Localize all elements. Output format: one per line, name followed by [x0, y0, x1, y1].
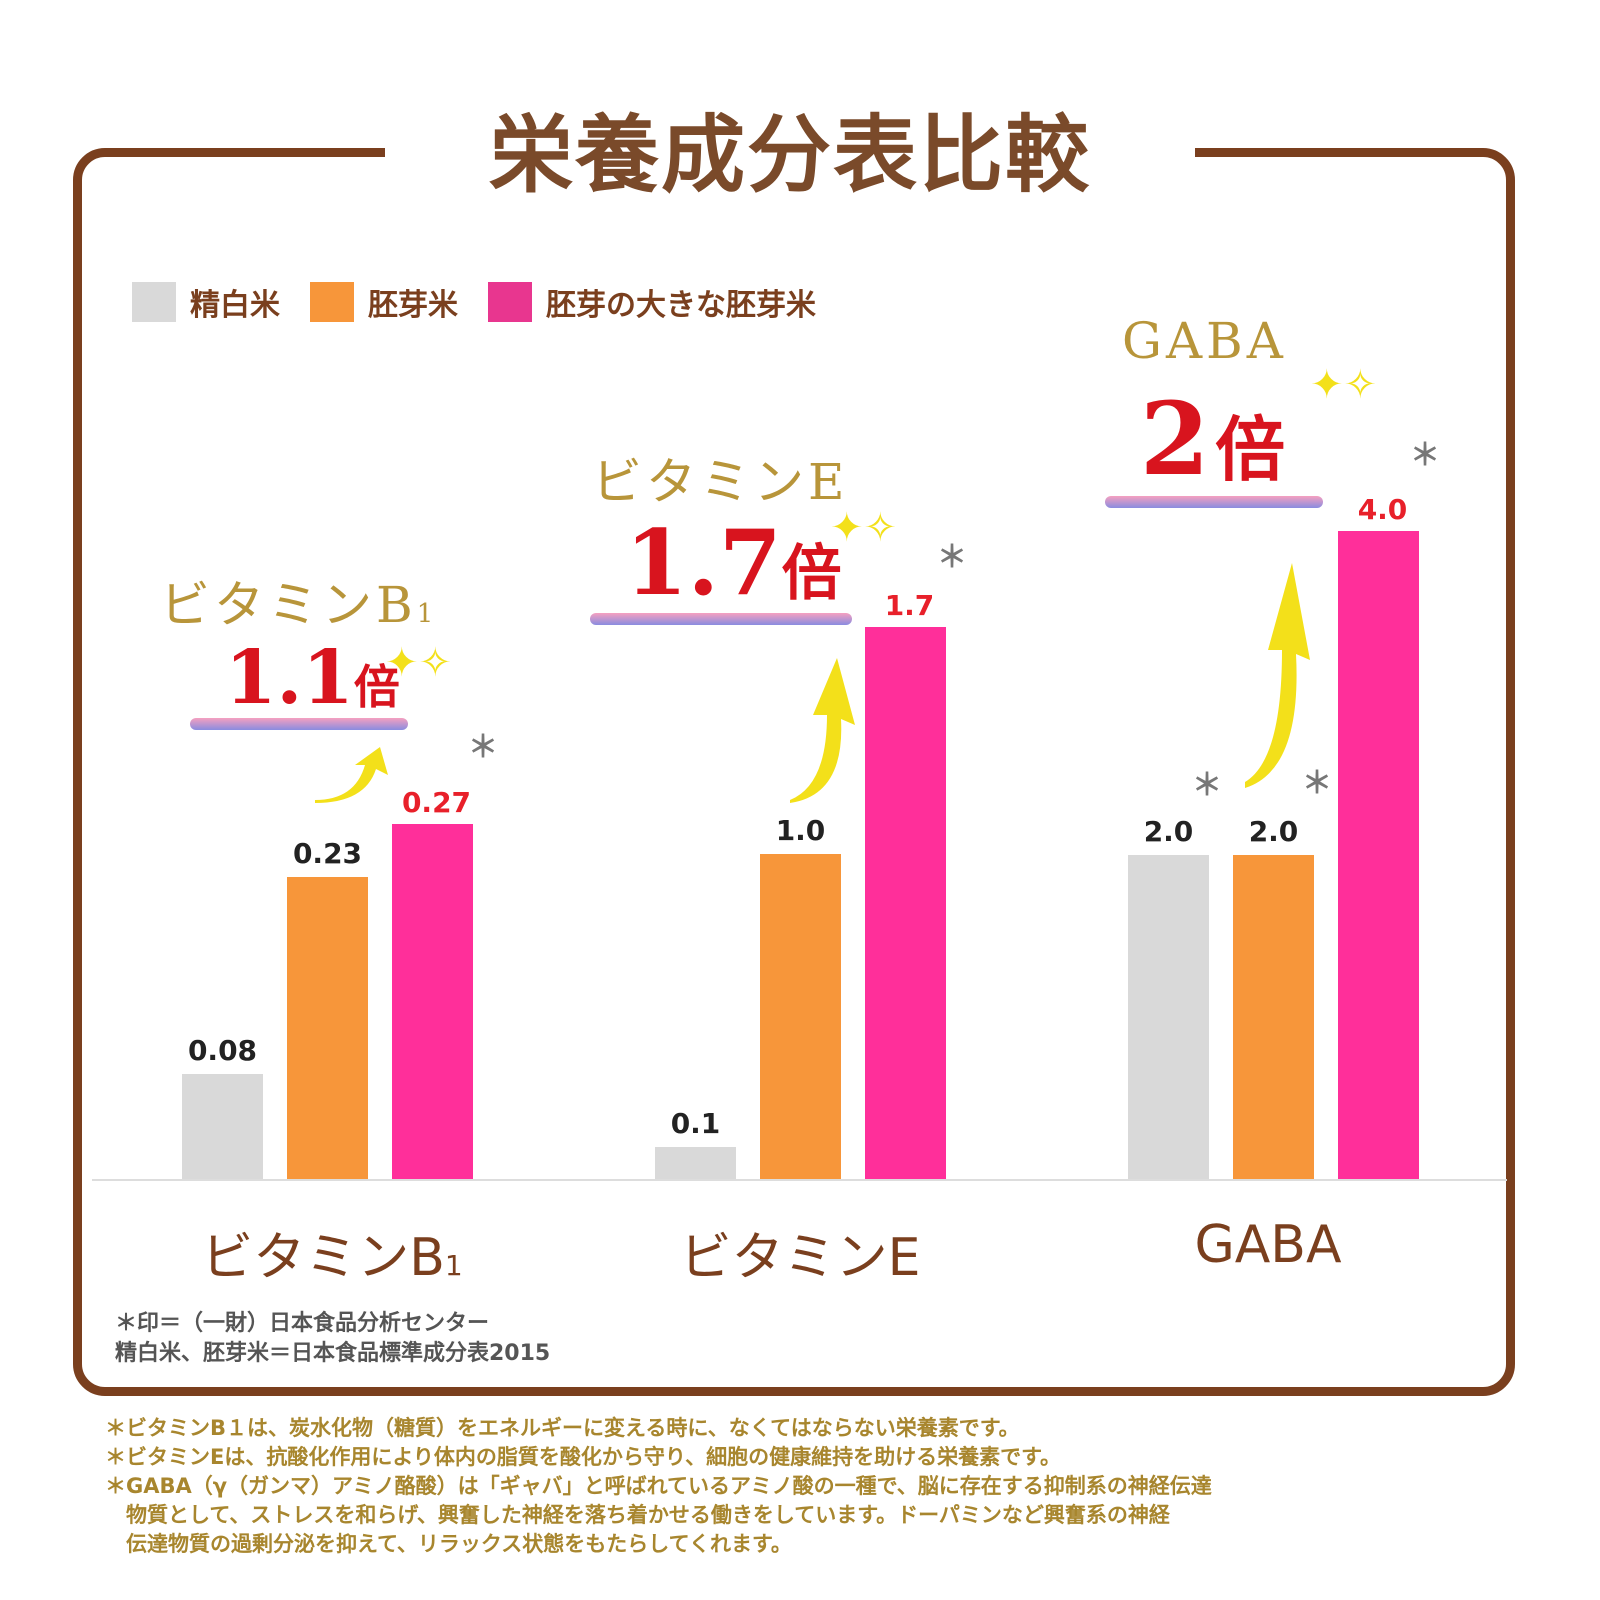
legend-swatch-large-germ-rice — [488, 282, 532, 322]
asterisk-mark: ＊ — [468, 730, 498, 765]
category-label: ビタミンE — [600, 1215, 1000, 1290]
bar — [1128, 855, 1209, 1179]
bar — [392, 824, 473, 1179]
sparkle-icon: ✦✧ — [1310, 362, 1378, 408]
multiplier-e: 1.7倍 — [625, 510, 842, 616]
footnote: ＊ビタミンB１は、炭水化物（糖質）をエネルギーに変える時に、なくてはならない栄養… — [105, 1416, 1020, 1440]
sparkle-icon: ✦✧ — [830, 505, 898, 551]
bar — [182, 1073, 263, 1179]
x-axis-line — [92, 1179, 1507, 1181]
legend-swatch-white-rice — [132, 282, 176, 322]
bar — [1338, 531, 1419, 1179]
multiplier-value: 1.1 — [225, 635, 354, 721]
annotation-name: ビタミンB — [160, 576, 417, 634]
category-text: ビタミンE — [679, 1228, 921, 1288]
legend-label: 胚芽米 — [368, 288, 458, 323]
footnote: ＊ビタミンEは、抗酸化作用により体内の脂質を酸化から守り、細胞の健康維持を助ける… — [105, 1445, 1061, 1469]
data-label: 4.0 — [1357, 493, 1408, 526]
bar — [1233, 855, 1314, 1179]
underline — [590, 613, 852, 625]
bar — [760, 854, 841, 1179]
multiplier-unit: 倍 — [353, 660, 400, 714]
bar — [287, 876, 368, 1179]
category-text: ビタミンB — [201, 1228, 445, 1288]
bar — [655, 1146, 736, 1179]
multiplier-value: 1.7 — [625, 510, 782, 616]
arrow-up-icon — [1245, 563, 1310, 788]
multiplier-unit: 倍 — [781, 539, 842, 609]
source-note: 精白米、胚芽米＝日本食品標準成分表2015 — [115, 1341, 551, 1366]
multiplier-b1: 1.1倍 — [225, 635, 400, 721]
chart-title: 栄養成分表比較 — [488, 105, 1091, 204]
arrow-up-icon — [790, 658, 855, 803]
category-label: ビタミンB1 — [132, 1215, 532, 1290]
asterisk-mark: ＊ — [1302, 766, 1332, 801]
data-label: 0.1 — [670, 1106, 721, 1140]
asterisk-mark: ＊ — [937, 540, 967, 575]
annotation-subscript: 1 — [416, 599, 438, 629]
data-label: 1.7 — [884, 589, 935, 622]
arrow-up-icon — [315, 747, 388, 803]
legend-swatch-germ-rice — [310, 282, 354, 322]
footnote: 伝達物質の過剰分泌を抑えて、リラックス状態をもたらしてくれます。 — [105, 1532, 792, 1556]
source-note: ＊印＝（一財）日本食品分析センター — [115, 1311, 490, 1336]
bar — [865, 627, 946, 1179]
data-label: 0.23 — [292, 836, 363, 870]
data-label: 2.0 — [1143, 815, 1194, 848]
category-label: GABA — [1068, 1215, 1468, 1275]
multiplier-gaba: 2 倍 — [1140, 380, 1285, 498]
footnote: ＊GABA（γ（ガンマ）アミノ酪酸）は「ギャバ」と呼ばれているアミノ酸の一種で、… — [105, 1474, 1212, 1498]
legend-label: 胚芽の大きな胚芽米 — [546, 288, 816, 323]
footnote: 物質として、ストレスを和らげ、興奮した神経を落ち着かせる働きをしています。ドーパ… — [105, 1503, 1170, 1527]
data-label: 1.0 — [775, 814, 826, 848]
sparkle-icon: ✦✧ — [385, 640, 453, 686]
asterisk-mark: ＊ — [1192, 768, 1222, 803]
data-label: 0.08 — [187, 1033, 258, 1067]
legend: 精白米 胚芽米 胚芽の大きな胚芽米 — [132, 280, 816, 324]
underline — [190, 718, 408, 730]
annotation-gaba: GABA — [1122, 312, 1287, 370]
category-text: GABA — [1194, 1215, 1342, 1275]
multiplier-unit: 倍 — [1215, 408, 1286, 491]
annotation-e: ビタミンE — [592, 453, 849, 511]
title-background — [385, 120, 1195, 180]
category-subscript: 1 — [444, 1249, 463, 1282]
multiplier-value: 2 — [1140, 380, 1210, 498]
annotation-b1: ビタミンB1 — [160, 565, 437, 637]
data-label: 2.0 — [1248, 815, 1299, 848]
asterisk-mark: ＊ — [1410, 438, 1440, 473]
underline — [1105, 496, 1323, 508]
data-label: 0.27 — [401, 786, 472, 819]
legend-label: 精白米 — [190, 288, 280, 323]
